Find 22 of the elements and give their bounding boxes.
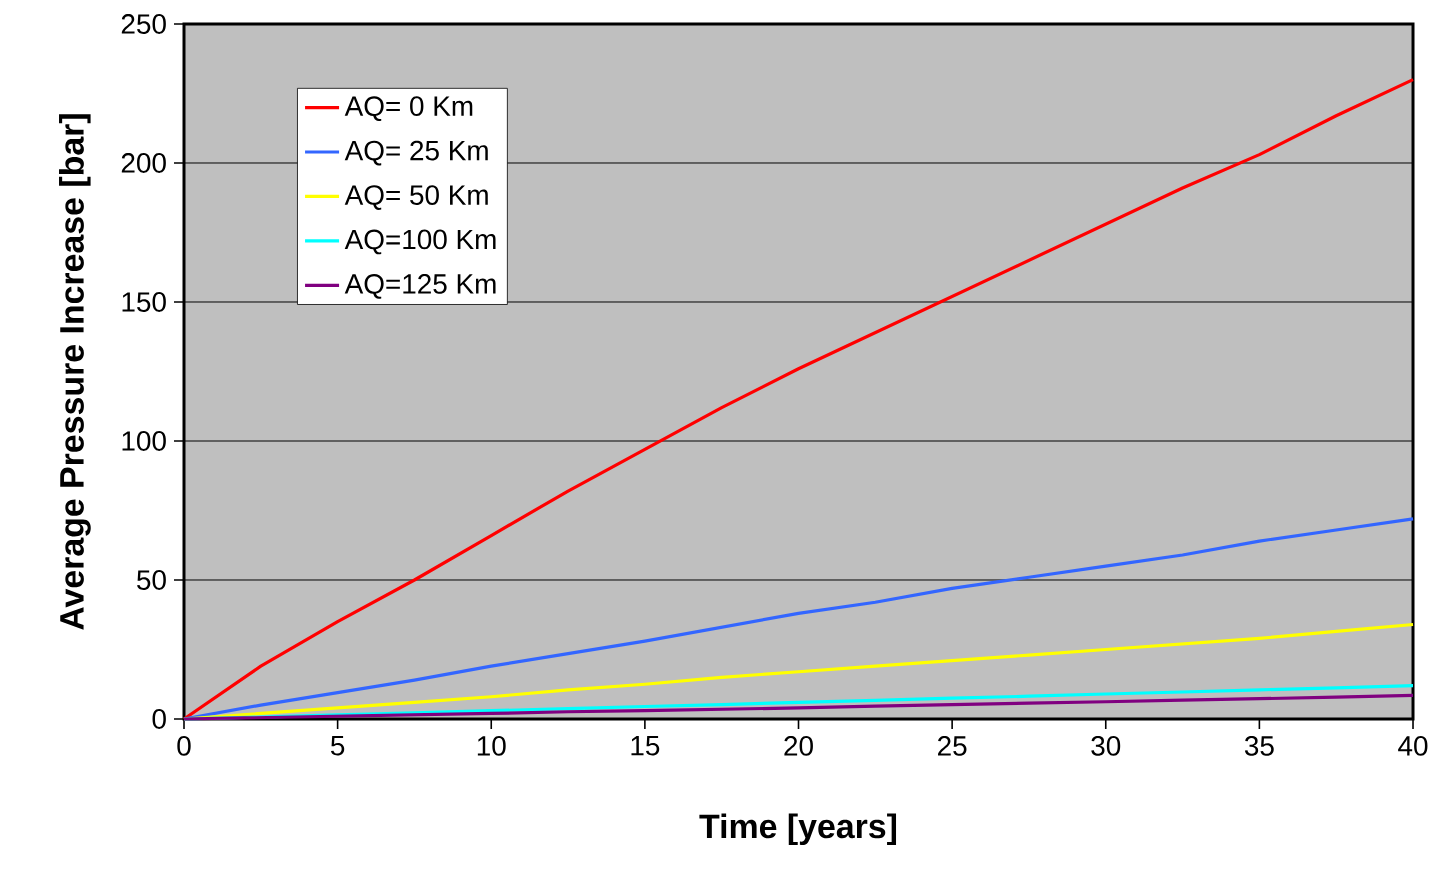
x-tick-label: 30 [1091,736,1121,756]
y-tick-label: 50 [137,570,166,590]
legend-label: AQ= 25 Km [344,140,488,166]
x-tick-label: 40 [1398,736,1428,756]
x-tick-label: 25 [938,736,967,756]
x-tick-label: 0 [177,736,191,756]
y-tick-label: 250 [121,14,166,34]
x-axis-title: Time [years] [699,813,897,846]
y-tick-label: 200 [121,153,166,173]
legend-label: AQ=125 Km [344,274,496,299]
y-tick-label: 100 [122,431,166,451]
x-tick-label: 10 [477,736,506,756]
legend-label: AQ= 50 Km [344,185,488,210]
y-axis-title: Average Pressure Increase [bar] [59,114,91,630]
x-tick-label: 35 [1244,736,1274,756]
y-tick-label: 0 [152,709,166,729]
x-tick-label: 15 [631,736,660,756]
y-tick-label: 150 [122,292,166,312]
x-tick-label: 20 [784,736,813,756]
legend-label: AQ= 0 Km [344,96,473,122]
legend-label: AQ=100 Km [344,229,496,255]
x-tick-label: 5 [330,736,345,756]
